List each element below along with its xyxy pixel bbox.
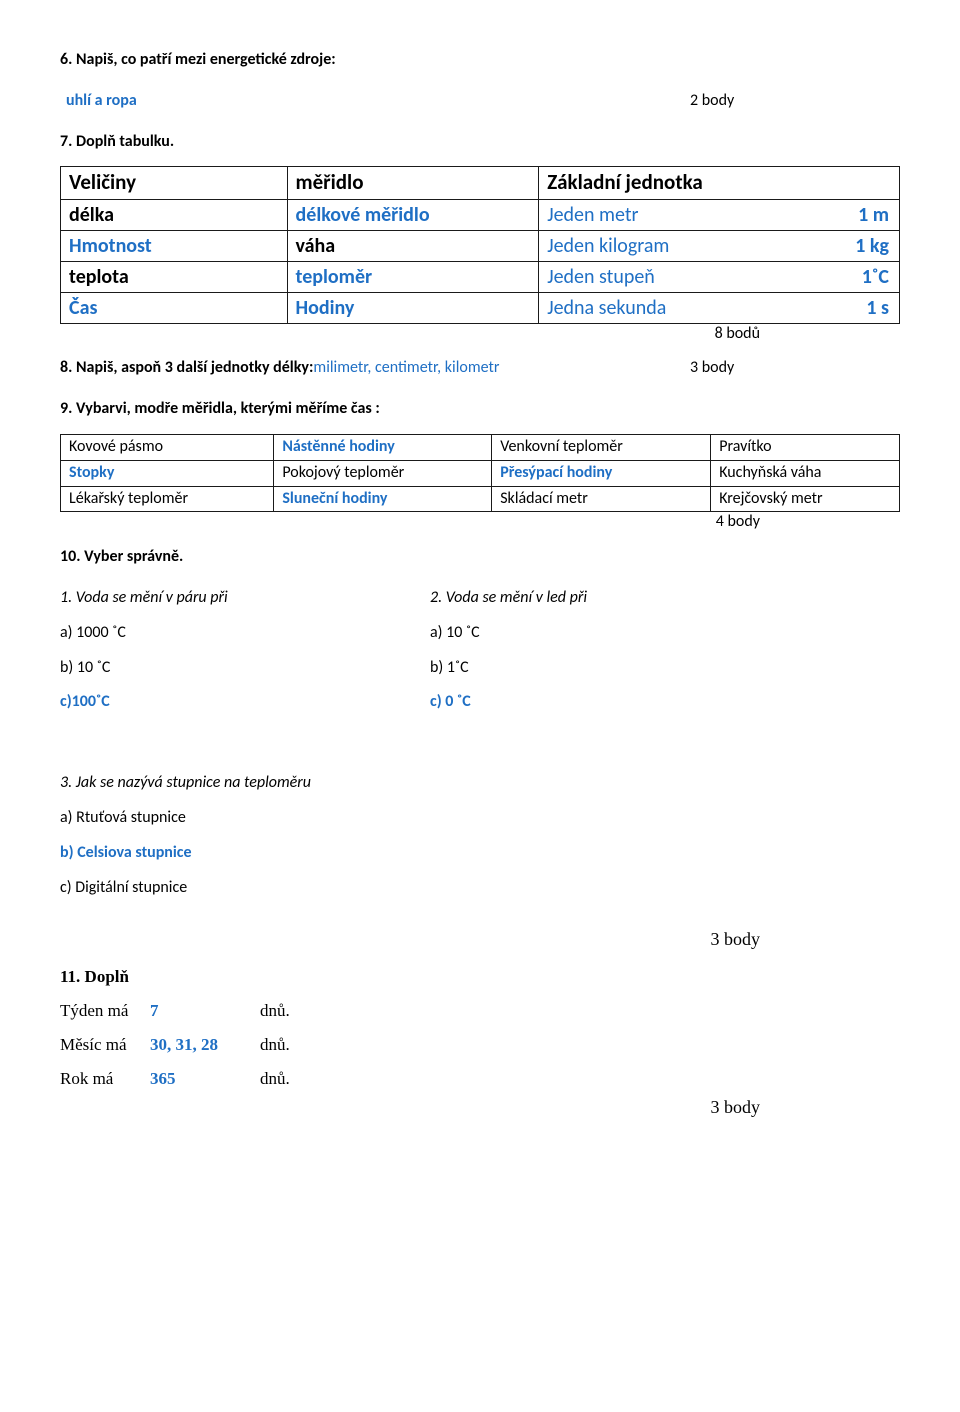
fill-unit: dnů. [260, 1000, 290, 1022]
table-cell: Přesýpací hodiny [492, 460, 711, 486]
q8-points: 3 body [690, 358, 900, 379]
q9-table: Kovové pásmoNástěnné hodinyVenkovní tepl… [60, 434, 900, 512]
q8-label: 8. Napiš, aspoň 3 další jednotky délky:m… [60, 358, 499, 379]
table-cell: Kovové pásmo [61, 435, 274, 461]
q7-h3: Základní jednotka [539, 167, 900, 199]
q6-answer: uhlí a ropa [66, 91, 137, 112]
fill-value: 30, 31, 28 [150, 1034, 260, 1056]
q10-sub1: 1. Voda se mění v páru při [60, 588, 430, 609]
q10-sub3: 3. Jak se nazývá stupnice na teploměru [60, 773, 900, 794]
table-cell: Sluneční hodiny [274, 486, 492, 512]
table-cell: Pravítko [711, 435, 900, 461]
q7-table: Veličiny měřidlo Základní jednotka délka… [60, 166, 900, 323]
answer-option: c) Digitální stupnice [60, 878, 900, 899]
table-row: Kovové pásmoNástěnné hodinyVenkovní tepl… [61, 435, 900, 461]
answer-option: b) Celsiova stupnice [60, 843, 900, 864]
table-cell: Kuchyňská váha [711, 460, 900, 486]
table-row: teplota teploměr Jeden stupeň1˚C [61, 261, 900, 292]
table-cell: Stopky [61, 460, 274, 486]
q10-title: 10. Vyber správně. [60, 547, 900, 568]
q9-title: 9. Vybarvi, modře měřidla, kterými měřím… [60, 399, 900, 420]
fill-unit: dnů. [260, 1034, 290, 1056]
table-cell: Pokojový teploměr [274, 460, 492, 486]
table-cell: Nástěnné hodiny [274, 435, 492, 461]
fill-row: Měsíc má30, 31, 28dnů. [60, 1034, 900, 1056]
q6-points: 2 body [690, 91, 900, 112]
q7-h1: Veličiny [61, 167, 288, 199]
table-cell: Venkovní teploměr [492, 435, 711, 461]
table-cell: Krejčovský metr [711, 486, 900, 512]
answer-option: c) 0 ˚C [430, 692, 900, 713]
q7-h2: měřidlo [287, 167, 539, 199]
answer-option: c)100˚C [60, 692, 430, 713]
answer-option: a) Rtuťová stupnice [60, 808, 900, 829]
table-row: Čas Hodiny Jedna sekunda1 s [61, 292, 900, 323]
fill-value: 7 [150, 1000, 260, 1022]
answer-option: a) 1000 ˚C [60, 623, 430, 644]
q10-sub2: 2. Voda se mění v led při [430, 588, 900, 609]
table-row: Lékařský teploměrSluneční hodinySkládací… [61, 486, 900, 512]
fill-label: Týden má [60, 1000, 150, 1022]
fill-unit: dnů. [260, 1068, 290, 1090]
fill-value: 365 [150, 1068, 260, 1090]
q6-title: 6. Napiš, co patří mezi energetické zdro… [60, 50, 900, 71]
q7-title: 7. Doplň tabulku. [60, 132, 900, 153]
q9-points: 4 body [60, 512, 900, 533]
fill-row: Týden má7dnů. [60, 1000, 900, 1022]
fill-label: Měsíc má [60, 1034, 150, 1056]
table-row: StopkyPokojový teploměrPřesýpací hodinyK… [61, 460, 900, 486]
answer-option: b) 1˚C [430, 658, 900, 679]
answer-option: a) 10 ˚C [430, 623, 900, 644]
answer-option: b) 10 ˚C [60, 658, 430, 679]
table-row: Hmotnost váha Jeden kilogram1 kg [61, 230, 900, 261]
table-cell: Lékařský teploměr [61, 486, 274, 512]
table-row: délka délkové měřidlo Jeden metr1 m [61, 199, 900, 230]
q7-points: 8 bodů [60, 324, 900, 345]
fill-label: Rok má [60, 1068, 150, 1090]
table-cell: Skládací metr [492, 486, 711, 512]
q11-points: 3 body [60, 1096, 900, 1119]
q10-points: 3 body [60, 928, 900, 951]
fill-row: Rok má365dnů. [60, 1068, 900, 1090]
q11-title: 11. Doplň [60, 966, 900, 988]
